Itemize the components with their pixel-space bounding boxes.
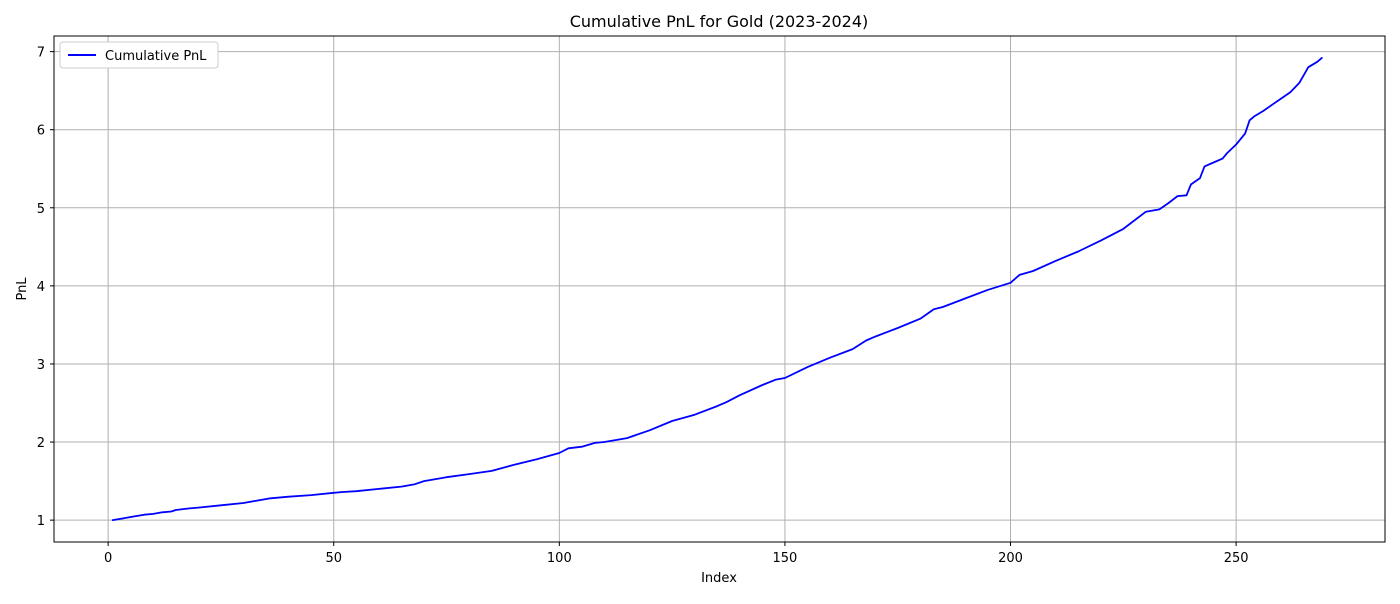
series-line-cumulative-pnl [111,57,1323,521]
x-tick-label: 250 [1224,551,1249,566]
y-tick-label: 1 [37,514,45,529]
legend-label: Cumulative PnL [105,49,207,64]
y-tick-label: 2 [37,436,45,451]
y-tick-label: 3 [37,358,45,373]
y-tick-label: 4 [37,280,45,295]
x-tick-label: 0 [104,551,112,566]
x-tick-label: 150 [773,551,798,566]
legend-box [59,41,219,69]
plot-area-frame [53,35,1386,543]
legend: Cumulative PnL [59,41,219,69]
y-tick-label: 6 [37,124,45,139]
x-tick-label: 200 [998,551,1023,566]
grid-lines [54,36,1385,542]
x-axis-label: Index [701,571,737,586]
axis-ticks: 0 50 100 150 200 250 1 2 3 4 5 6 7 [37,46,1249,566]
x-tick-label: 100 [547,551,572,566]
series-layer [111,57,1323,521]
y-axis-label: PnL [15,277,30,301]
y-tick-label: 5 [37,202,45,217]
chart-title: Cumulative PnL for Gold (2023-2024) [570,12,869,31]
y-tick-label: 7 [37,46,45,61]
x-tick-label: 50 [325,551,342,566]
